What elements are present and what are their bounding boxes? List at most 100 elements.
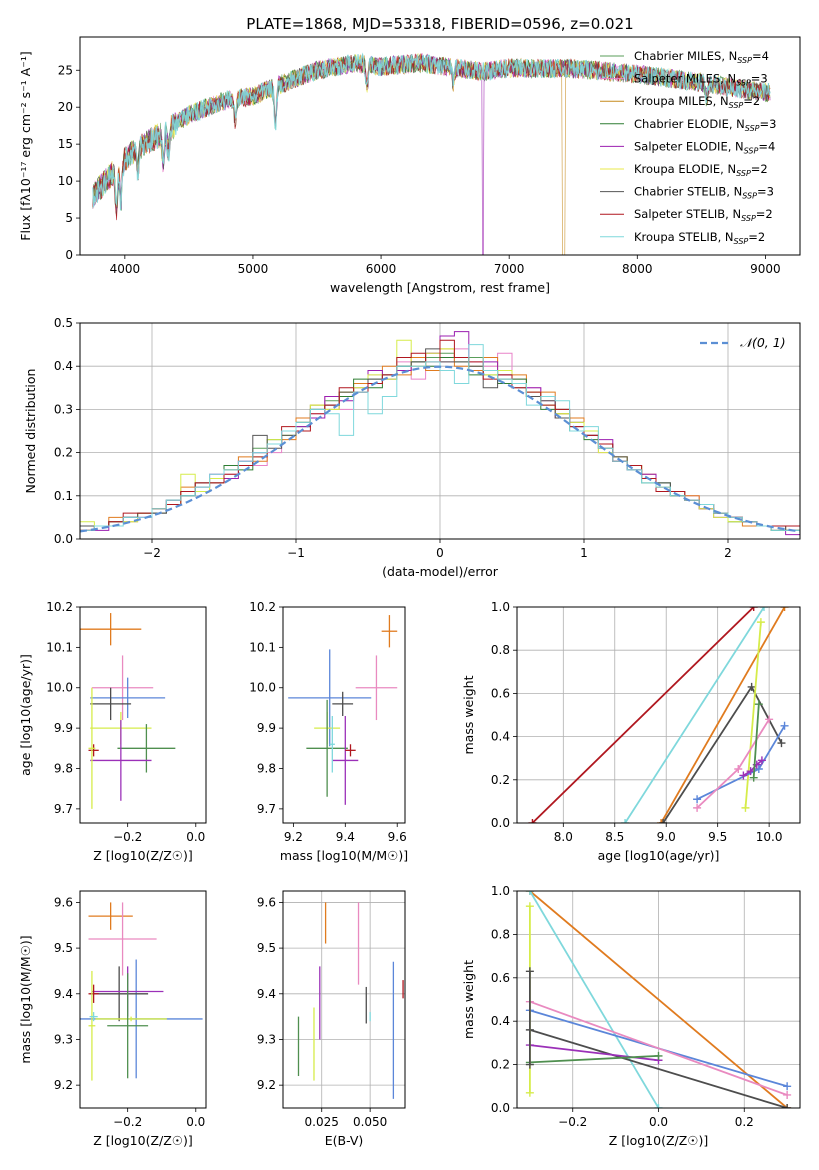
plot-area-mass_vs_Z (80, 902, 203, 1081)
panel-residuals: −2 −1 0 1 2 0.0 0.1 0.2 0.3 0.4 0.5 (data-model)/er… (23, 316, 801, 579)
plot-area-weight_vs_Z (525, 891, 792, 1108)
x-tick-label: 0.050 (353, 1115, 387, 1129)
y-tick-label: 0.0 (491, 816, 510, 830)
error-bar-point (91, 655, 154, 721)
plot-area-spectrum (92, 52, 771, 255)
y-tick-label: 9.2 (54, 1078, 73, 1092)
y-axis-label: age [log10(age/yr)] (18, 654, 33, 776)
axes-frame (79, 606, 207, 824)
weight-series-line (660, 607, 786, 823)
legend-entry: Chabrier ELODIE, NSSP=3 (634, 117, 776, 133)
y-tick-label: 0.0 (54, 532, 73, 546)
legend-entry: Salpeter STELIB, NSSP=2 (634, 207, 773, 223)
error-bar-point (90, 720, 152, 801)
y-tick-label: 0.2 (491, 1058, 510, 1072)
normal-curve-line (80, 365, 800, 533)
x-tick-label: 2 (724, 546, 732, 560)
weight-point-marker (783, 1082, 792, 1091)
y-tick-label: 0.4 (491, 1014, 510, 1028)
y-tick-label: 0.8 (491, 927, 510, 941)
y-tick-label: 0.6 (491, 971, 510, 985)
x-tick-label: 9000 (750, 262, 781, 276)
x-tick-label: −0.2 (113, 1115, 142, 1129)
weight-point-marker (780, 721, 789, 730)
x-tick-label: −0.2 (113, 830, 142, 844)
weight-point-marker (734, 765, 743, 773)
error-bar-point (95, 1016, 167, 1022)
error-bar-point (88, 970, 96, 1081)
weight-point-marker (741, 803, 750, 812)
axes-frame (282, 606, 406, 824)
panel-spectrum: 4000 5000 6000 7000 8000 9000 0 5 10 15 20 25 wavele… (18, 36, 801, 295)
y-tick-label: 9.6 (257, 895, 276, 909)
x-tick-label: 0.0 (186, 1115, 205, 1129)
weight-series-line (752, 704, 760, 778)
axes-frame (282, 890, 406, 1109)
y-tick-label: 9.7 (257, 802, 276, 816)
weight-point-marker (528, 819, 537, 823)
y-tick-label: 9.4 (54, 987, 73, 1001)
y-axis-label: mass weight (461, 675, 476, 754)
y-tick-label: 10 (58, 174, 73, 188)
x-tick-label: 8000 (622, 262, 653, 276)
x-tick-label: −2 (143, 546, 161, 560)
legend-entry: Kroupa MILES, NSSP=2 (634, 94, 760, 110)
y-tick-label: 0.8 (491, 643, 510, 657)
weight-point-marker (780, 607, 789, 611)
y-tick-label: 10.0 (249, 681, 276, 695)
x-tick-label: 9.2 (284, 830, 303, 844)
plot-area-residuals (80, 331, 800, 536)
y-tick-label: 0.0 (491, 1101, 510, 1115)
y-tick-label: 0.2 (491, 773, 510, 787)
weight-series-line (529, 1055, 659, 1064)
y-tick-label: 0 (65, 248, 73, 262)
x-axis-label: E(B-V) (325, 1133, 364, 1148)
x-axis-label: Z [log10(Z/Z☉)] (609, 1133, 709, 1148)
panel-age_vs_mass: 9.2 9.4 9.6 9.7 9.8 9.9 10.0 10.1 10.2 mass [log1… (249, 600, 408, 863)
y-tick-label: 5 (65, 211, 73, 225)
weight-point-marker (654, 1104, 663, 1108)
plot-area-weight_vs_age (528, 607, 789, 823)
error-bar-point (80, 613, 142, 646)
y-tick-label: 9.8 (54, 761, 73, 775)
y-tick-label: 9.4 (257, 987, 276, 1001)
spectrum-legend: Chabrier MILES, NSSP=4 Salpeter MILES, NS… (600, 49, 776, 246)
error-bar-point (329, 716, 335, 773)
legend-entry: Chabrier STELIB, NSSP=3 (634, 185, 774, 201)
weight-point-marker (749, 607, 758, 611)
spectrum-series-line (92, 52, 771, 211)
error-bar-point (107, 973, 149, 1079)
weight-point-marker (765, 715, 774, 724)
y-tick-label: 9.3 (257, 1032, 276, 1046)
error-bar-point (117, 724, 176, 773)
x-tick-label: 9.5 (708, 830, 727, 844)
y-tick-label: 0.6 (491, 686, 510, 700)
weight-point-marker (783, 1090, 792, 1099)
axes-frame (79, 890, 207, 1109)
axes-frame (516, 606, 801, 824)
error-bar-point (88, 902, 133, 930)
y-axis-label: mass weight (461, 960, 476, 1039)
weight-point-marker (525, 967, 534, 976)
axes-frame (79, 322, 801, 540)
weight-series-line (529, 1029, 788, 1108)
x-tick-label: 9.4 (336, 830, 355, 844)
weight-point-marker (759, 607, 768, 611)
plot-area-age_vs_mass (288, 615, 398, 805)
error-bar-point (332, 691, 354, 717)
panels: 4000 5000 6000 7000 8000 90000510152025wavele… (18, 36, 801, 1148)
y-tick-label: 10.0 (46, 681, 73, 695)
legend-entry: Kroupa ELODIE, NSSP=2 (634, 162, 768, 178)
histogram-step (80, 344, 800, 531)
legend-entry: Chabrier MILES, NSSP=4 (634, 49, 769, 65)
y-tick-label: 9.7 (54, 802, 73, 816)
error-bar-point (88, 744, 99, 757)
y-tick-label: 0.4 (54, 359, 73, 373)
y-tick-label: 0.3 (54, 402, 73, 416)
error-bar-point (332, 716, 359, 805)
y-tick-label: 0.2 (54, 446, 73, 460)
error-bar-point (90, 966, 149, 1022)
error-bar-point (90, 687, 132, 721)
figure-title: PLATE=1868, MJD=53318, FIBERID=0596, z=0… (246, 15, 633, 33)
